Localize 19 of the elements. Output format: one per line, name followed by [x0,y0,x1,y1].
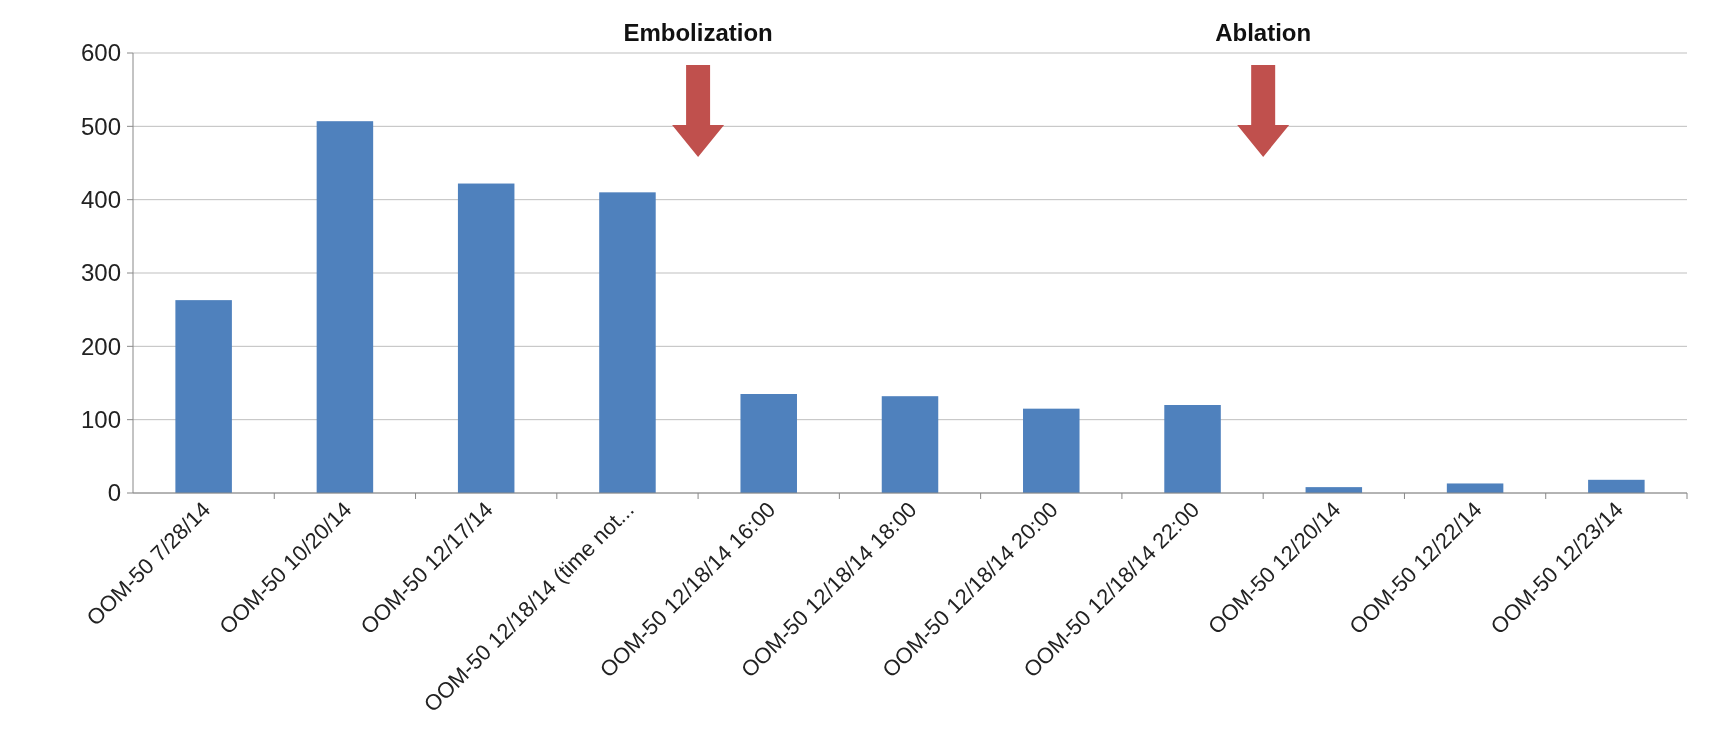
y-tick-label: 0 [107,479,121,507]
bar [1588,479,1645,493]
y-tick-label: 100 [80,406,121,434]
y-tick-label: 600 [80,39,121,67]
bar [316,121,374,493]
bar [599,192,656,493]
bar [881,396,939,493]
bar [175,300,232,493]
y-tick-label: 500 [80,112,121,140]
bar [1446,483,1504,493]
y-tick-label: 300 [80,259,121,287]
bar [1023,408,1080,493]
bar [1164,405,1221,493]
text: Embolization [623,19,773,46]
bar [457,183,515,493]
bar [740,394,797,493]
text: Ablation [1215,19,1312,46]
y-tick-label: 200 [80,332,121,360]
y-tick-label: 400 [80,186,121,214]
